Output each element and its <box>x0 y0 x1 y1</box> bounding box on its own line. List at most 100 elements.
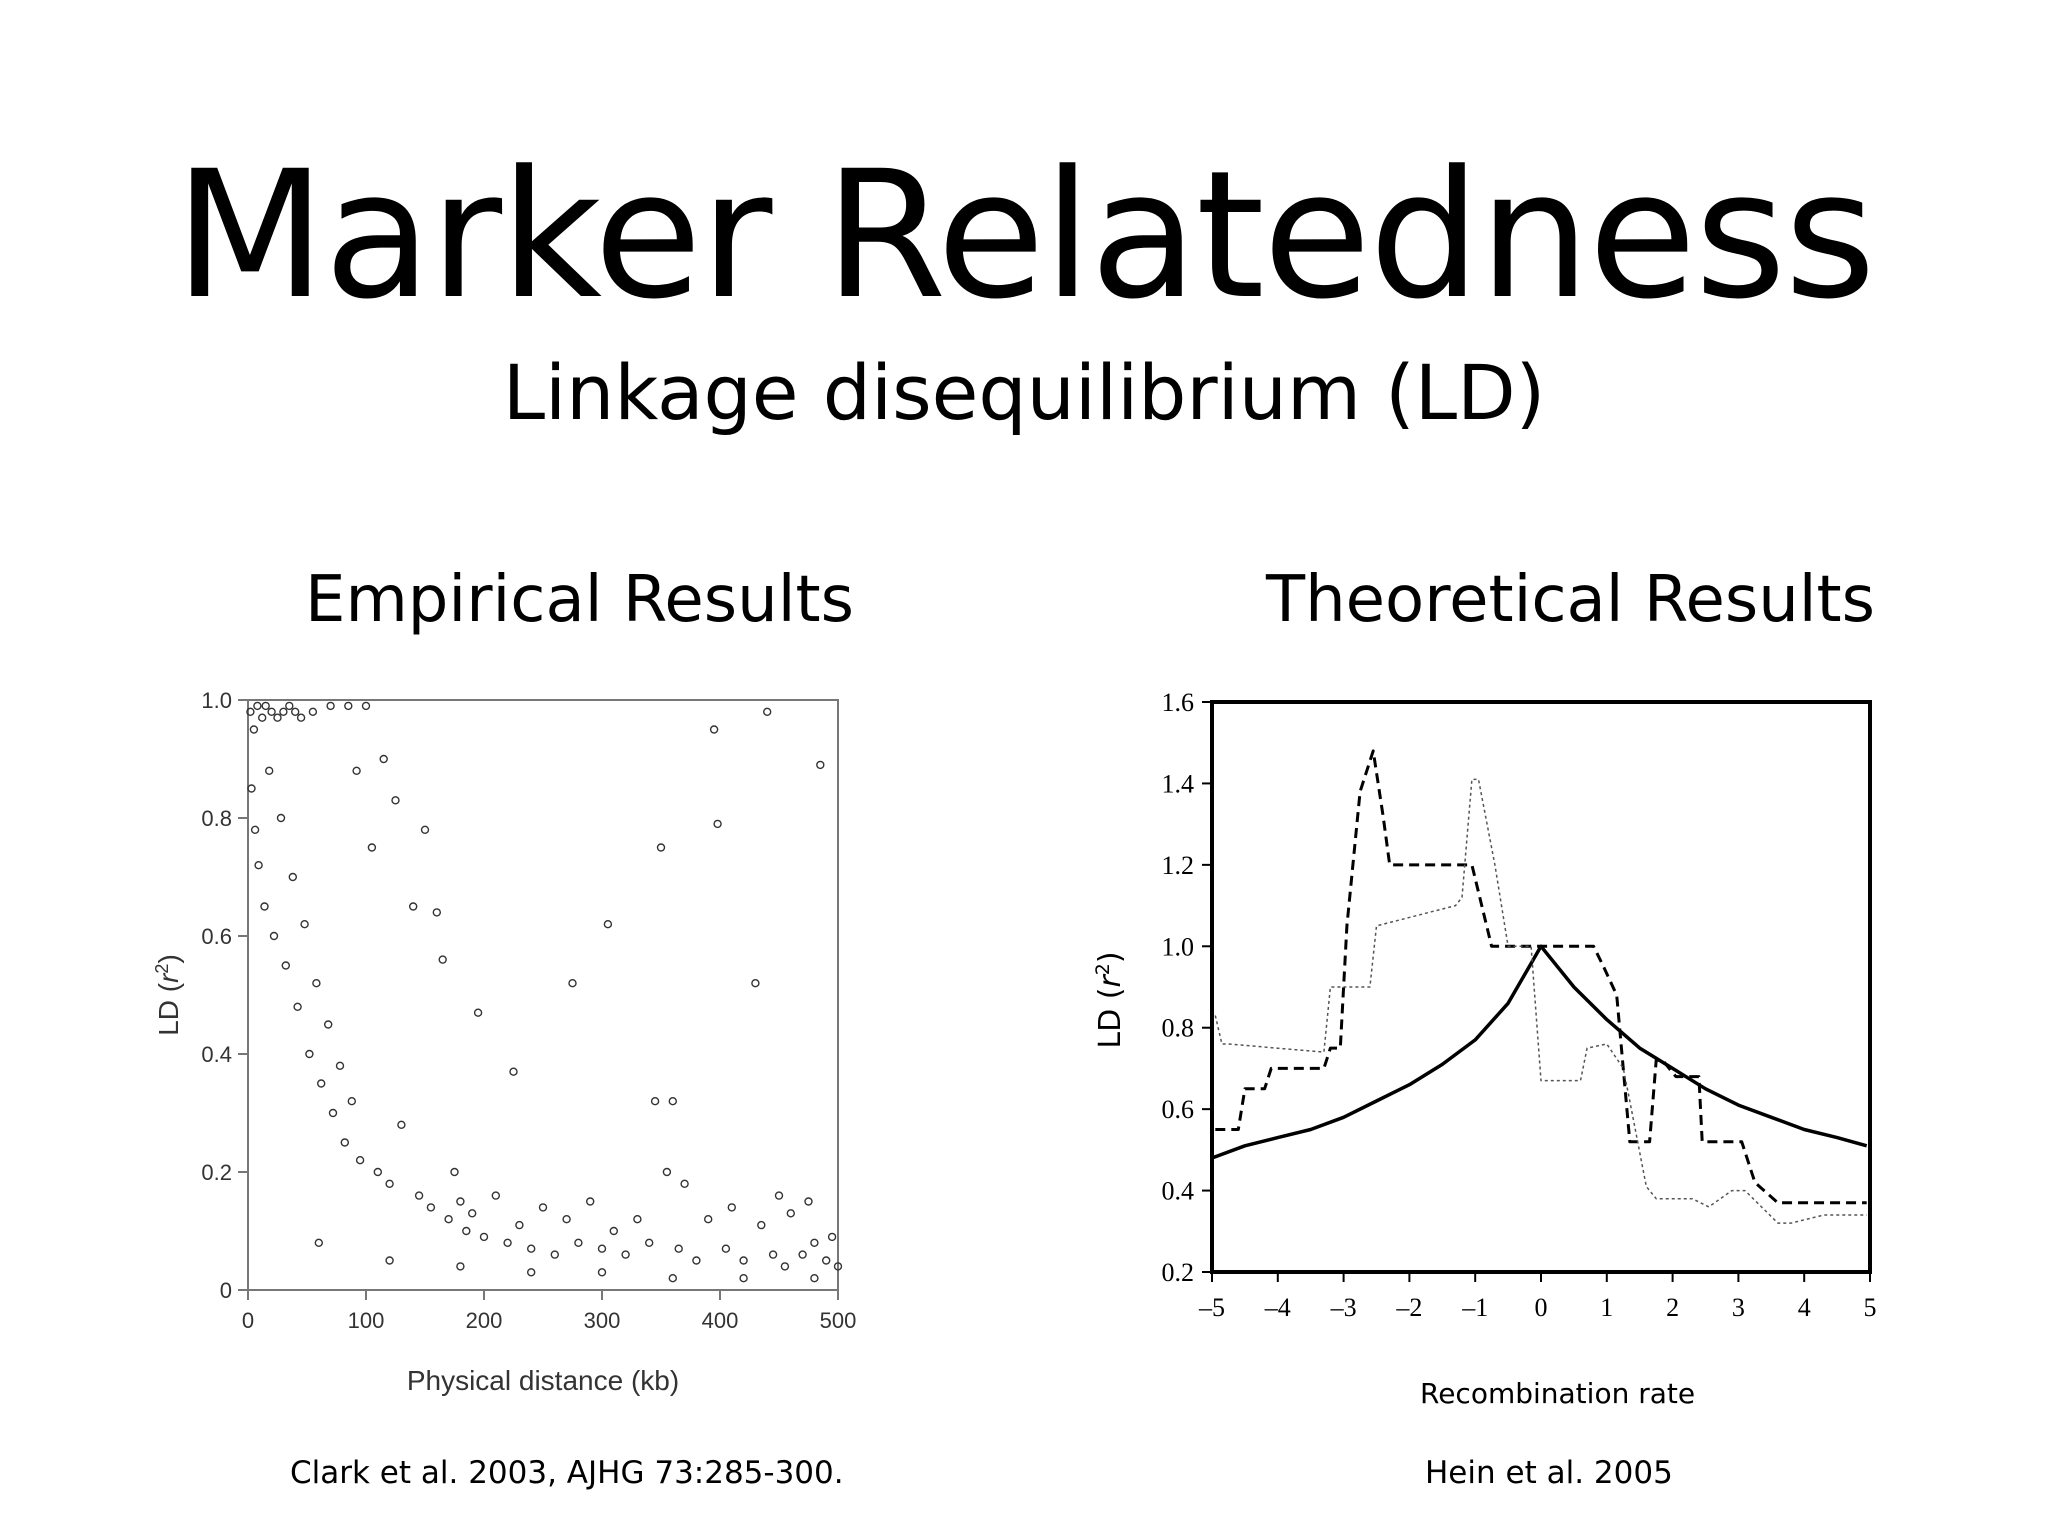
y-tick-label: 1.0 <box>201 690 232 713</box>
scatter-point <box>833 1262 843 1271</box>
scatter-point <box>768 1250 778 1259</box>
scatter-point <box>276 813 286 823</box>
scatter-point <box>692 1256 701 1265</box>
y-tick-label: 1.0 <box>1162 932 1195 961</box>
scatter-point <box>261 701 270 711</box>
scatter-point <box>804 1197 813 1206</box>
x-tick-label: 100 <box>348 1308 385 1333</box>
scatter-point <box>713 819 722 829</box>
x-tick-label: 0 <box>1535 1293 1548 1322</box>
scatter-point <box>269 931 279 941</box>
y-tick-label: 0.4 <box>201 1042 232 1067</box>
scatter-point <box>757 1220 766 1230</box>
y-tick-label: 0 <box>220 1278 232 1303</box>
scatter-point <box>603 919 613 929</box>
scatter-point <box>751 979 760 988</box>
y-tick-label: 1.4 <box>1162 769 1195 798</box>
scatter-point <box>633 1215 642 1224</box>
y-axis-label: LD (r2) <box>152 954 184 1036</box>
scatter-point <box>257 713 267 722</box>
scatter-point <box>260 902 269 911</box>
x-tick-label: 4 <box>1798 1293 1811 1322</box>
x-tick-label: –1 <box>1461 1293 1488 1322</box>
x-tick-label: 5 <box>1864 1293 1877 1322</box>
x-tick-label: –3 <box>1330 1293 1357 1322</box>
scatter-point <box>668 1097 677 1106</box>
scatter-point <box>450 1167 459 1177</box>
scatter-point <box>279 707 288 716</box>
scatter-point <box>674 1244 683 1253</box>
scatter-point <box>391 796 400 805</box>
scatter-point <box>340 1138 350 1147</box>
scatter-point <box>763 707 772 716</box>
x-tick-label: 500 <box>820 1308 857 1333</box>
scatter-point <box>527 1268 536 1277</box>
series-lines <box>1211 749 1868 1224</box>
scatter-point <box>568 979 577 988</box>
x-tick-label: 1 <box>1600 1293 1613 1322</box>
scatter-point <box>456 1262 465 1271</box>
scatter-point <box>621 1250 630 1259</box>
x-axis-label: Physical distance (kb) <box>407 1365 679 1396</box>
scatter-point <box>254 860 263 870</box>
scatter-point <box>367 843 377 852</box>
y-tick-label: 0.8 <box>201 806 232 831</box>
recombination-rate-label: Recombination rate <box>1420 1377 1696 1410</box>
scatter-point <box>379 754 388 764</box>
scatter-point <box>385 1256 394 1265</box>
axis-ticks: 0 100 200 300 400 500 0 0.2 0.4 0.6 0.8 1.0 <box>201 690 856 1333</box>
scatter-point <box>308 707 318 716</box>
x-tick-label: –2 <box>1395 1293 1422 1322</box>
axis-ticks: –5 –4 –3 –2 –1 0 1 2 3 4 5 0.2 0.4 0.6 0.8 1.0 1.2 1.4 1.6 <box>1162 690 1877 1322</box>
scatter-point <box>739 1274 748 1283</box>
scatter-point <box>273 713 282 722</box>
scatter-point <box>680 1179 689 1188</box>
scatter-point <box>296 713 306 722</box>
scatter-point <box>574 1238 583 1247</box>
scatter-point <box>597 1268 607 1277</box>
y-tick-label: 0.8 <box>1162 1014 1195 1043</box>
x-tick-label: 0 <box>242 1308 254 1333</box>
scatter-point <box>288 872 298 882</box>
scatter-point <box>267 707 276 716</box>
scatter-point <box>456 1197 465 1206</box>
scatter-point <box>352 766 361 776</box>
y-tick-label: 1.2 <box>1162 851 1195 880</box>
x-tick-label: –5 <box>1198 1293 1225 1322</box>
scatter-point <box>246 707 255 716</box>
scatter-point <box>290 707 300 716</box>
scatter-point <box>704 1215 713 1224</box>
scatter-point <box>293 1002 302 1011</box>
scatter-point <box>314 1238 324 1247</box>
scatter-point <box>409 902 418 911</box>
x-tick-label: 400 <box>702 1308 739 1333</box>
left-citation: Clark et al. 2003, AJHG 73:285-300. <box>290 1455 844 1491</box>
scatter-point <box>739 1256 748 1265</box>
scatter-point <box>300 919 309 929</box>
scatter-point <box>597 1244 607 1253</box>
theoretical-heading: Theoretical Results <box>1266 563 1875 637</box>
scatter-point <box>709 725 719 734</box>
scatter-point <box>462 1226 471 1236</box>
scatter-point <box>609 1226 618 1236</box>
empirical-heading: Empirical Results <box>305 563 854 637</box>
x-tick-label: 300 <box>584 1308 621 1333</box>
scatter-point <box>323 1020 333 1029</box>
scatter-point <box>468 1209 477 1218</box>
scatter-point <box>727 1203 736 1212</box>
scatter-point <box>810 1238 819 1247</box>
scatter-point <box>550 1250 559 1259</box>
scatter-point <box>479 1232 489 1242</box>
scatter-point <box>562 1215 571 1224</box>
scatter-point <box>420 825 430 835</box>
x-tick-label: –4 <box>1264 1293 1291 1322</box>
scatter-point <box>780 1262 790 1271</box>
scatter-point <box>305 1049 314 1059</box>
scatter-point <box>361 701 371 711</box>
y-tick-label: 0.2 <box>201 1160 232 1185</box>
scatter-point <box>285 701 294 711</box>
y-axis-label: LD (r2) <box>1092 951 1128 1048</box>
plot-frame <box>1210 700 1872 1274</box>
y-tick-label: 1.6 <box>1162 690 1195 717</box>
slide-subtitle: Linkage disequilibrium (LD) <box>502 348 1546 437</box>
